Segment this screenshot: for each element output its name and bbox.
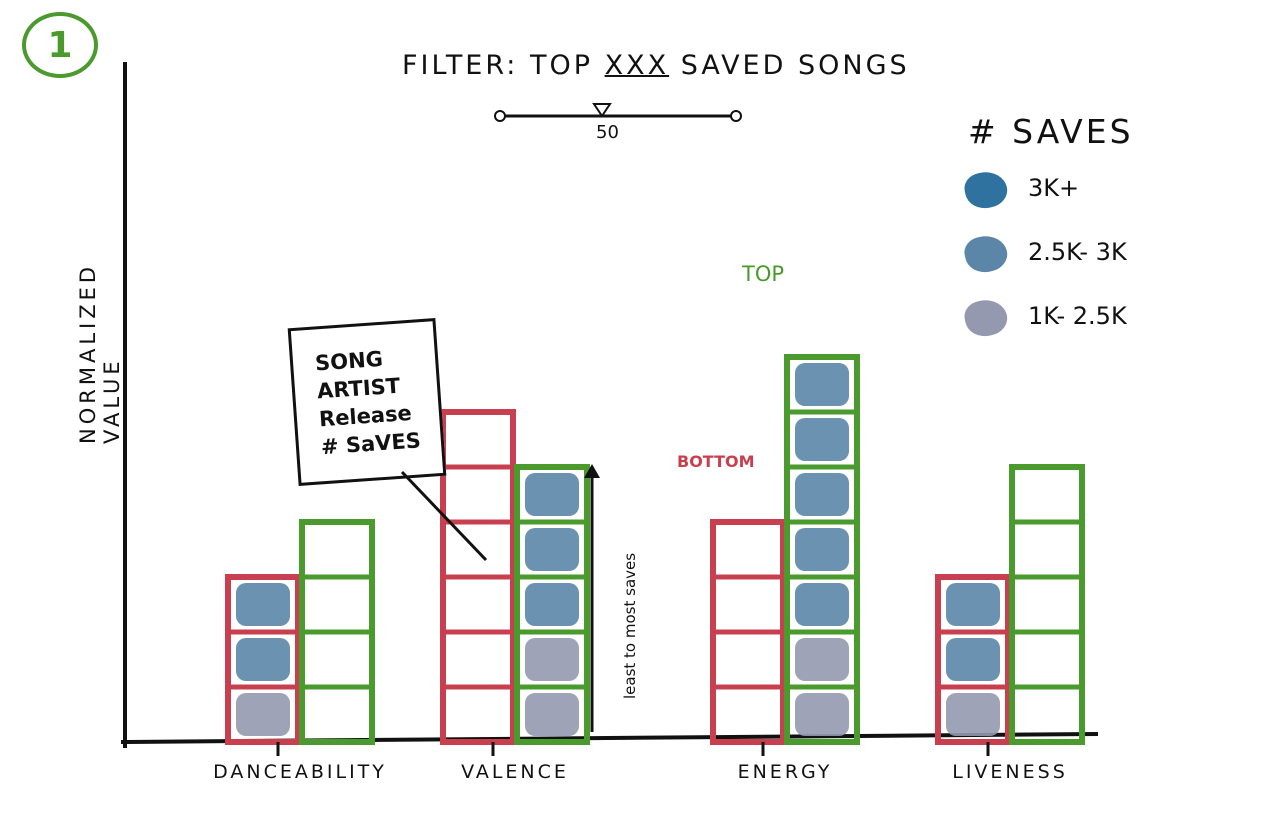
bar-segment-fill	[795, 473, 849, 516]
bar-segment-fill	[236, 638, 290, 681]
slider-max-end	[730, 110, 742, 122]
bar-segment-fill	[795, 638, 849, 681]
legend-label: 1K- 2.5K	[1028, 302, 1127, 330]
bar-segment-fill	[795, 583, 849, 626]
x-tick-label: DANCEABILITY	[213, 761, 387, 783]
top-bar	[1009, 464, 1085, 745]
bottom-bar	[710, 519, 786, 745]
slider-value: 50	[596, 122, 619, 143]
bar-segment-fill	[946, 638, 1000, 681]
legend-label: 2.5K- 3K	[1028, 238, 1127, 266]
bar-segment-fill	[236, 693, 290, 736]
page-number: 1	[47, 24, 73, 66]
bar-segment-fill	[795, 693, 849, 736]
bottom-bar	[935, 574, 1011, 745]
bottom-annotation: BOTTOM	[677, 452, 755, 471]
order-arrow	[584, 464, 600, 732]
bar-segment-fill	[525, 583, 579, 626]
slider-min-end	[494, 110, 506, 122]
song-tooltip: SONG ARTIST Release # SaVES	[287, 318, 447, 486]
order-annotation: least to most saves	[621, 552, 639, 699]
filter-count-placeholder[interactable]: XXX	[604, 50, 670, 81]
x-tick-label: ENERGY	[738, 761, 833, 783]
bottom-bar	[225, 574, 301, 745]
bar-segment-fill	[525, 693, 579, 736]
bar-segment-fill	[795, 528, 849, 571]
bar-segment-fill	[525, 528, 579, 571]
legend-title: # SAVES	[968, 112, 1134, 151]
slider-thumb[interactable]	[592, 103, 612, 118]
top-bar	[514, 464, 590, 745]
page-number-badge: 1	[22, 12, 98, 78]
bottom-bar	[440, 409, 516, 745]
x-tick-label: LIVENESS	[952, 761, 1068, 783]
bar-segment-fill	[946, 583, 1000, 626]
bar-segment-fill	[525, 473, 579, 516]
bar-segment-fill	[525, 638, 579, 681]
tooltip-pointer	[400, 470, 488, 562]
x-tick-label: VALENCE	[461, 761, 569, 783]
filter-prefix: FILTER: TOP	[402, 50, 594, 81]
top-bar	[299, 519, 375, 745]
filter-title: FILTER: TOP XXX SAVED SONGS	[402, 50, 910, 81]
bar-segment-fill	[946, 693, 1000, 736]
filter-suffix: SAVED SONGS	[680, 50, 910, 81]
legend-label: 3K+	[1028, 174, 1080, 202]
bar-segment-fill	[795, 418, 849, 461]
filter-slider[interactable]	[490, 100, 750, 130]
top-bar	[784, 354, 860, 745]
bar-segment-fill	[795, 363, 849, 406]
top-annotation: TOP	[742, 262, 785, 286]
bar-segment-fill	[236, 583, 290, 626]
